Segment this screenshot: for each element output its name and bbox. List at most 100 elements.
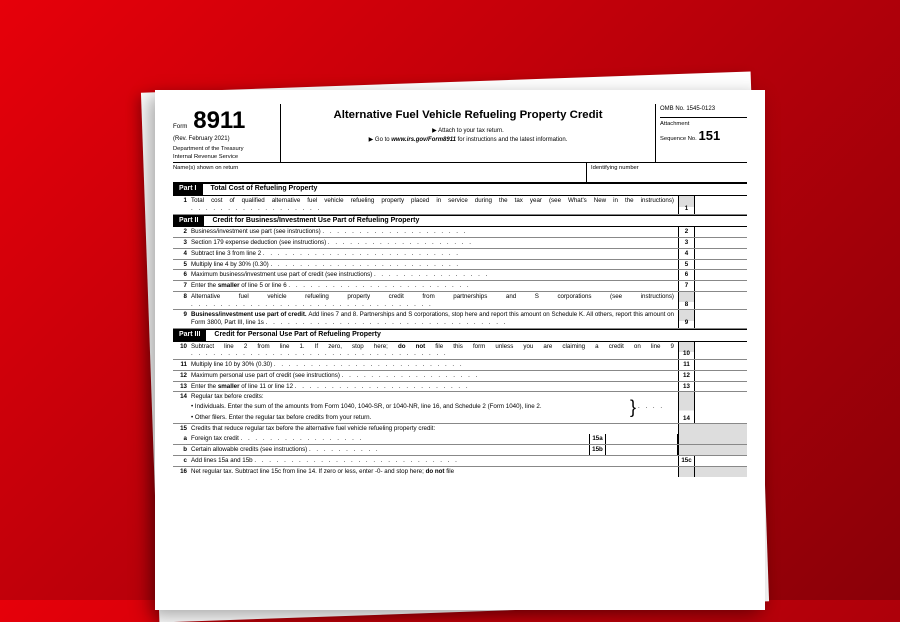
line-14: 14 Regular tax before credits: Individua… [173,392,747,424]
goto-url: www.irs.gov/Form8911 [391,137,456,143]
line-10-val[interactable] [695,342,747,360]
line-7-val[interactable] [695,281,747,291]
line-16: 16 Net regular tax. Subtract line 15c fr… [173,467,747,477]
line-8-num: 8 [173,292,191,310]
line-4-val[interactable] [695,249,747,259]
line-15a-box: 15a [589,434,606,444]
line-8-val[interactable] [695,292,747,310]
line-16-box-gray [678,467,695,477]
line-4: 4 Subtract line 3 from line 2 . . . . . … [173,249,747,260]
line-9-num: 9 [173,310,191,328]
line-15b: b Certain allowable credits (see instruc… [173,445,747,456]
line-8-text: Alternative fuel vehicle refueling prope… [191,292,678,310]
line-12-num: 12 [173,371,191,381]
line-16-text: Net regular tax. Subtract line 15c from … [191,467,678,477]
line-9: 9 Business/investment use part of credit… [173,310,747,329]
line-6-num: 6 [173,270,191,280]
line-3-box: 3 [678,238,695,248]
line-7: 7 Enter the smaller of line 5 or line 6 … [173,281,747,292]
revision-date: (Rev. February 2021) [173,136,276,144]
line-12-box: 12 [678,371,695,381]
header-left: Form 8911 (Rev. February 2021) Departmen… [173,104,281,162]
identifying-label: Identifying number [587,163,747,182]
line-2-box: 2 [678,227,695,237]
line-2: 2 Business/investment use part (see inst… [173,227,747,238]
part1-title: Total Cost of Refueling Property [203,184,318,195]
names-label: Name(s) shown on return [173,163,587,182]
line-14-num: 14 [173,392,191,402]
line-14-bullet2: Other filers. Enter the regular tax befo… [191,413,678,423]
line-10: 10 Subtract line 2 from line 1. If zero,… [173,342,747,361]
part3-label: Part III [173,330,206,341]
line-15c: c Add lines 15a and 15b . . . . . . . . … [173,456,747,467]
line-15a-val[interactable] [606,434,678,444]
part1-label: Part I [173,184,203,195]
goto-suffix: for instructions and the latest informat… [456,137,567,143]
line-14-box: 14 [678,392,695,423]
tax-form-page: Form 8911 (Rev. February 2021) Departmen… [155,90,765,610]
line-13-num: 13 [173,382,191,392]
line-12-val[interactable] [695,371,747,381]
line-15a-text: Foreign tax credit . . . . . . . . . . .… [191,434,589,444]
line-8: 8 Alternative fuel vehicle refueling pro… [173,292,747,311]
line-15a: a Foreign tax credit . . . . . . . . . .… [173,434,747,445]
line-11-val[interactable] [695,360,747,370]
line-15c-text: Add lines 15a and 15b . . . . . . . . . … [191,456,678,466]
line-13-val[interactable] [695,382,747,392]
line-15b-val[interactable] [606,445,678,455]
line-6-text: Maximum business/investment use part of … [191,270,678,280]
line-6-val[interactable] [695,270,747,280]
line-1-num: 1 [173,196,191,214]
line-5: 5 Multiply line 4 by 30% (0.30) . . . . … [173,260,747,271]
line-5-val[interactable] [695,260,747,270]
line-10-box: 10 [678,342,695,360]
line-11: 11 Multiply line 10 by 30% (0.30) . . . … [173,360,747,371]
line-15c-box: 15c [678,456,695,466]
line-5-num: 5 [173,260,191,270]
line-14-val[interactable] [695,392,747,423]
dept-irs: Internal Revenue Service [173,154,276,160]
line-6-box: 6 [678,270,695,280]
line-7-text: Enter the smaller of line 5 or line 6 . … [191,281,678,291]
part2-label: Part II [173,216,204,227]
line-7-box: 7 [678,281,695,291]
subtitle-attach: ▶ Attach to your tax return. [285,128,651,136]
line-2-text: Business/investment use part (see instru… [191,227,678,237]
line-1-box: 1 [678,196,695,214]
subtitle-goto: ▶ Go to www.irs.gov/Form8911 for instruc… [285,137,651,145]
line-2-val[interactable] [695,227,747,237]
sequence-label: Sequence No. [660,136,697,142]
line-3-val[interactable] [695,238,747,248]
header-right: OMB No. 1545-0123 Attachment Sequence No… [655,104,747,162]
line-5-text: Multiply line 4 by 30% (0.30) . . . . . … [191,260,678,270]
line-15b-box: 15b [589,445,606,455]
names-row: Name(s) shown on return Identifying numb… [173,163,747,183]
part1-bar: Part I Total Cost of Refueling Property [173,183,747,196]
line-11-num: 11 [173,360,191,370]
line-3-num: 3 [173,238,191,248]
line-11-text: Multiply line 10 by 30% (0.30) . . . . .… [191,360,678,370]
line-15a-num: a [173,434,191,444]
line-11-box: 11 [678,360,695,370]
line-15c-val[interactable] [695,456,747,466]
goto-prefix: ▶ Go to [369,137,392,143]
part3-bar: Part III Credit for Personal Use Part of… [173,329,747,342]
form-number: 8911 [193,107,245,134]
form-label: Form [173,123,187,130]
header-center: Alternative Fuel Vehicle Refueling Prope… [281,104,655,162]
brace-icon: } [628,402,638,413]
line-15: 15 Credits that reduce regular tax befor… [173,424,747,434]
line-15b-text: Certain allowable credits (see instructi… [191,445,589,455]
line-13-text: Enter the smaller of line 11 or line 12 … [191,382,678,392]
part2-bar: Part II Credit for Business/Investment U… [173,215,747,228]
line-5-box: 5 [678,260,695,270]
line-4-num: 4 [173,249,191,259]
dept-treasury: Department of the Treasury [173,146,276,152]
line-12: 12 Maximum personal use part of credit (… [173,371,747,382]
line-3-text: Section 179 expense deduction (see instr… [191,238,678,248]
line-1-val[interactable] [695,196,747,214]
line-9-val[interactable] [695,310,747,328]
line-1-text: Total cost of qualified alternative fuel… [191,196,678,214]
line-15c-num: c [173,456,191,466]
line-15-num: 15 [173,424,191,434]
